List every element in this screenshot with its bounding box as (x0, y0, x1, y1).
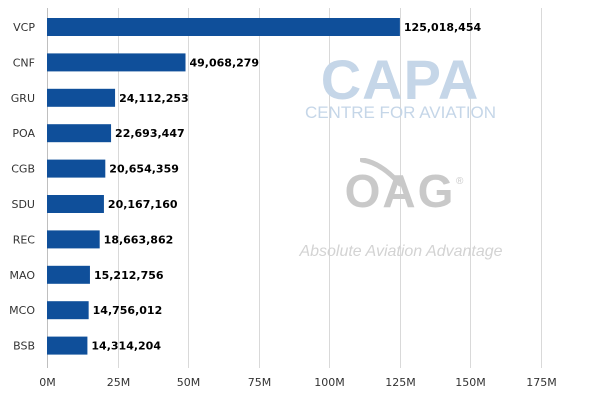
category-label: CNF (13, 56, 35, 69)
value-labels: 125,018,454 49,068,279 24,112,253 22,693,44… (91, 21, 481, 353)
category-label: MCO (9, 304, 35, 317)
bar-gru (47, 88, 116, 107)
bar-mco (47, 301, 89, 320)
category-label: GRU (11, 92, 35, 105)
bar-vcp (47, 18, 400, 36)
grid-lines (47, 8, 542, 368)
bar-sdu (47, 195, 104, 213)
value-label: 22,693,447 (115, 127, 185, 140)
category-label: REC (13, 233, 36, 246)
category-label: BSB (13, 340, 35, 353)
bar-mao (47, 265, 90, 284)
value-label: 125,018,454 (404, 21, 482, 34)
x-tick-label: 100M (314, 376, 345, 389)
bar-bsb (47, 336, 88, 355)
value-label: 20,167,160 (108, 198, 178, 211)
value-label: 49,068,279 (190, 56, 260, 69)
bar-cnf (47, 53, 186, 72)
x-tick-label: 75M (248, 376, 272, 389)
bar-poa (47, 124, 112, 143)
value-label: 24,112,253 (119, 92, 189, 105)
value-label: 14,756,012 (93, 304, 163, 317)
bar-rec (47, 230, 100, 249)
x-tick-label: 125M (385, 376, 416, 389)
x-tick-label: 175M (526, 376, 557, 389)
bar-cgb (47, 159, 106, 178)
x-tick-label: 50M (177, 376, 201, 389)
category-label: POA (12, 127, 35, 140)
value-label: 14,314,204 (91, 340, 161, 353)
x-tick-label: 25M (107, 376, 131, 389)
value-label: 15,212,756 (94, 269, 164, 282)
bars (47, 18, 400, 355)
x-tick-label: 150M (455, 376, 486, 389)
category-label: VCP (13, 21, 35, 34)
category-label: MAO (10, 269, 36, 282)
y-axis-labels: VCP CNF GRU POA CGB SDU REC MAO MCO BSB (9, 21, 35, 353)
category-label: SDU (11, 198, 35, 211)
category-label: CGB (11, 163, 35, 176)
value-label: 20,654,359 (109, 163, 179, 176)
x-axis-labels: 0M 25M 50M 75M 100M 125M 150M 175M (39, 376, 557, 389)
value-label: 18,663,862 (104, 233, 174, 246)
x-tick-label: 0M (39, 376, 56, 389)
